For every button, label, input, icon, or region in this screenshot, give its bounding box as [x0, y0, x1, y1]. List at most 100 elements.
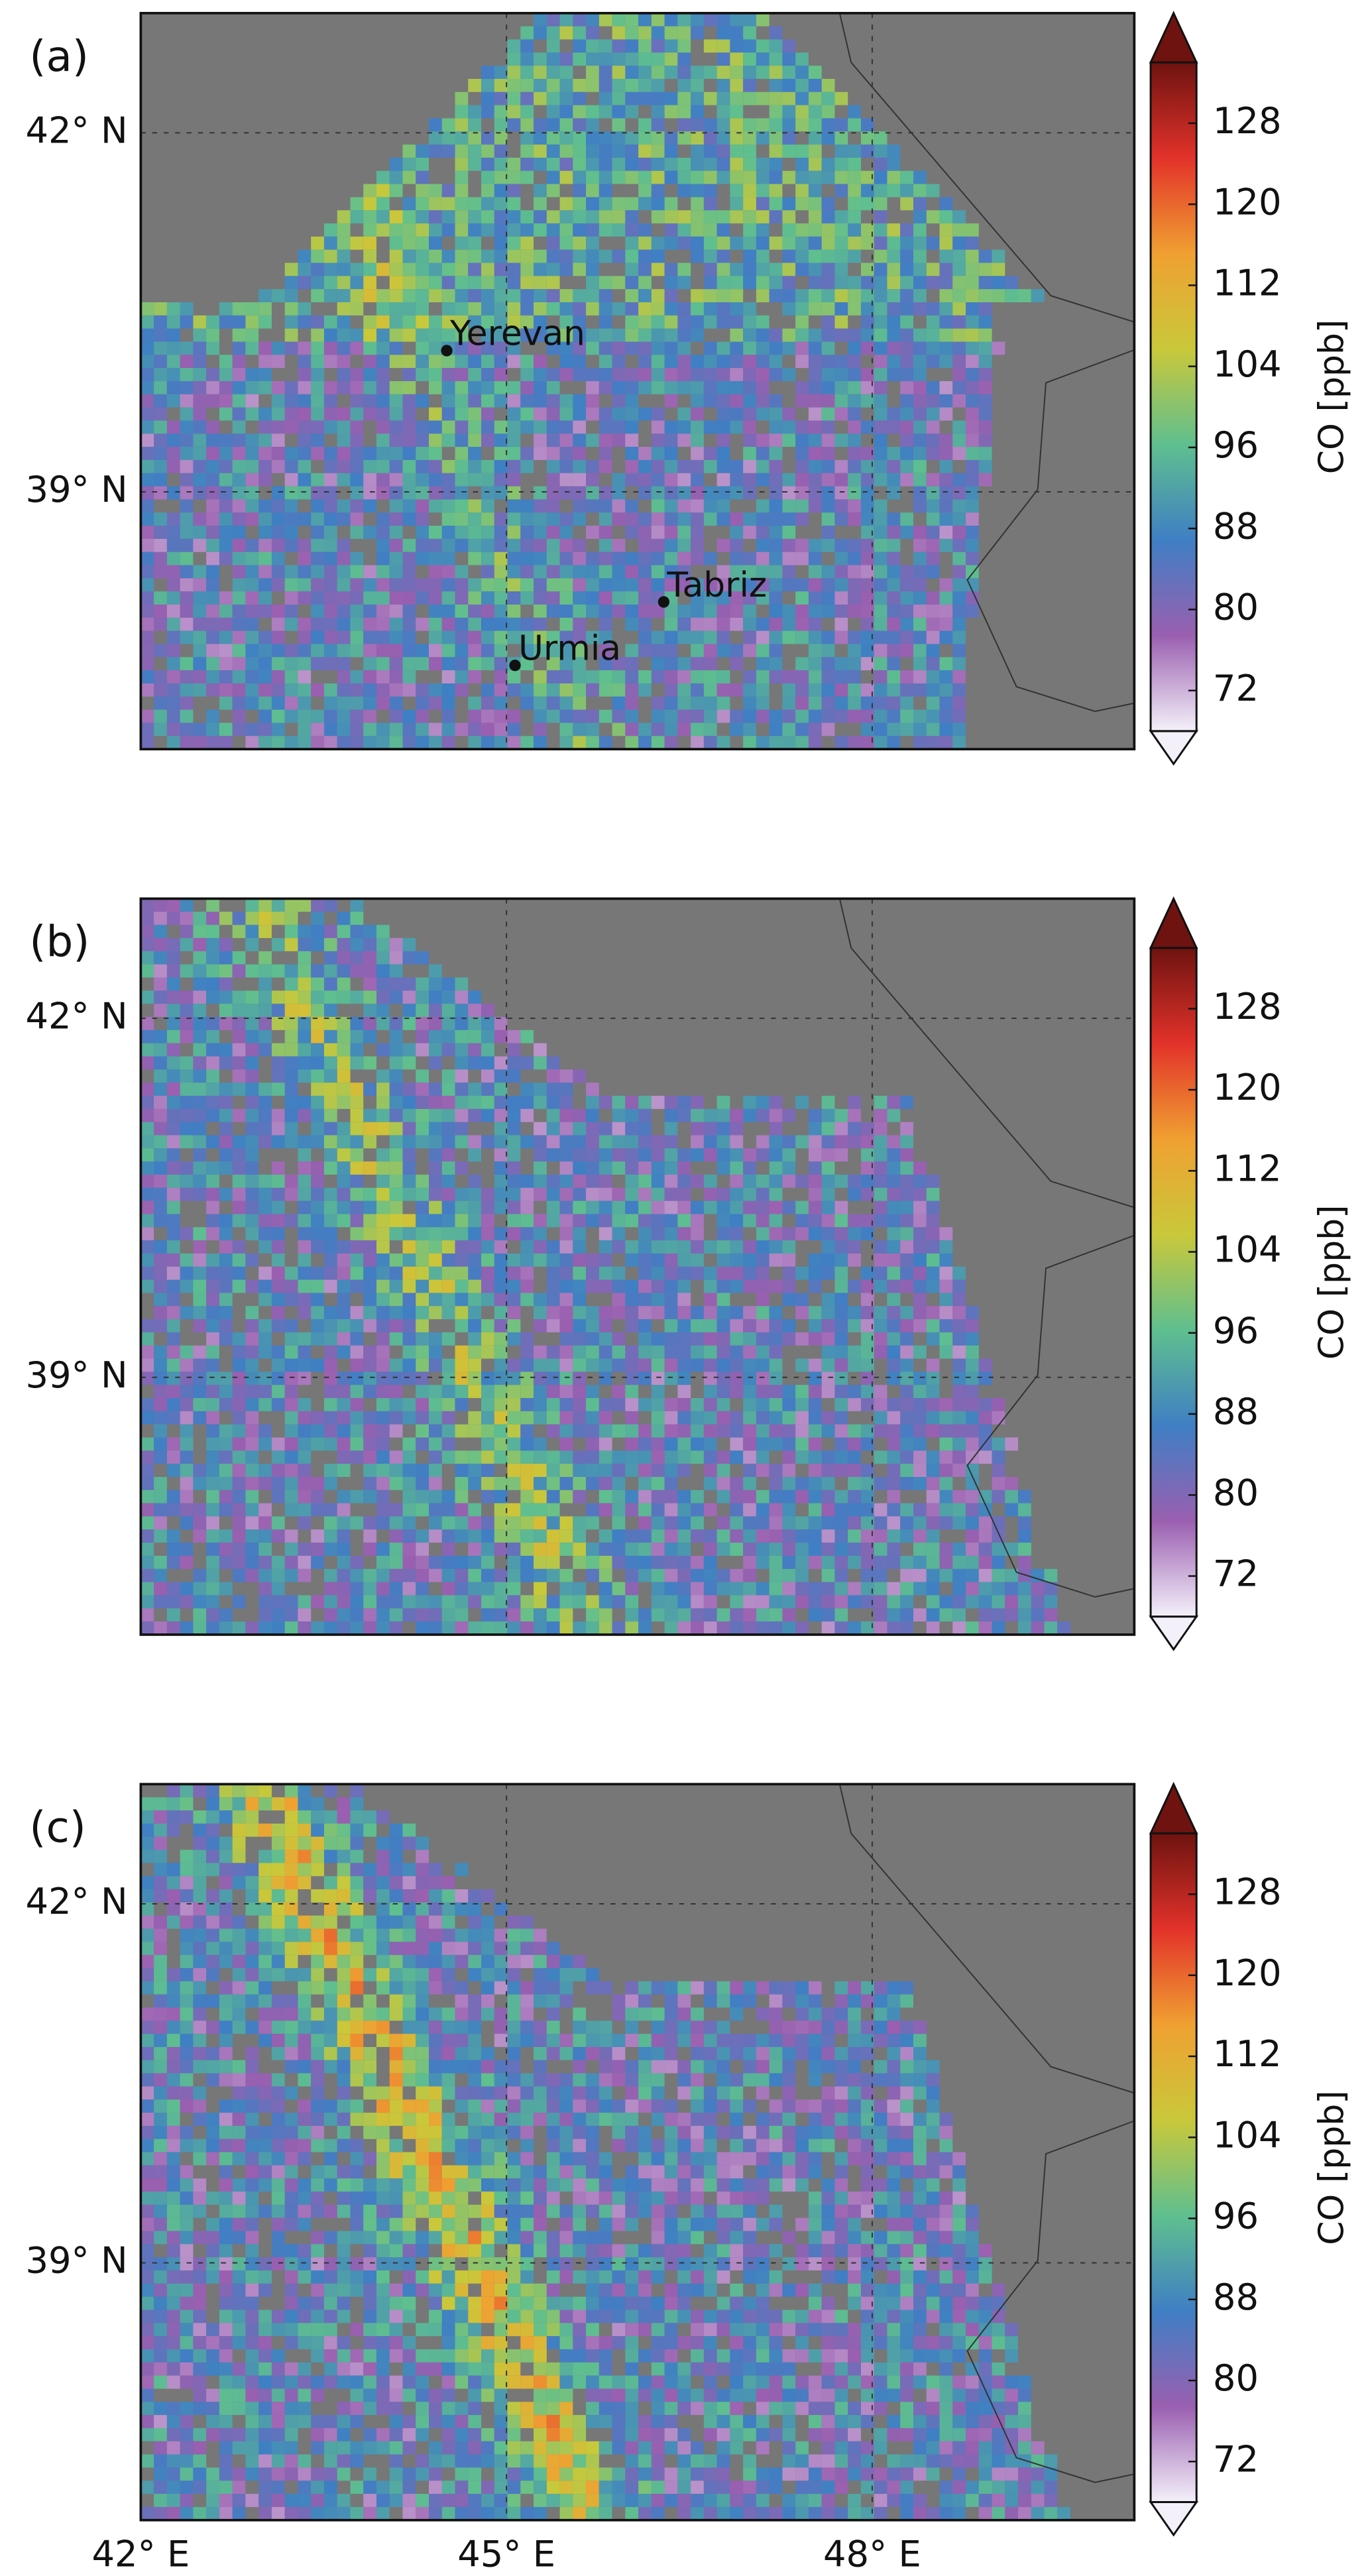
pixel-cell [651, 420, 665, 434]
pixel-cell [481, 1385, 494, 1399]
pixel-cell [821, 328, 835, 342]
pixel-cell [599, 459, 612, 473]
pixel-cell [180, 394, 194, 408]
pixel-cell [166, 368, 180, 381]
pixel-cell [559, 630, 573, 644]
pixel-cell [245, 591, 259, 605]
pixel-cell [441, 1529, 455, 1543]
pixel-cell [887, 1227, 901, 1241]
pixel-cell [913, 1345, 927, 1359]
pixel-cell [546, 670, 560, 683]
pixel-cell [455, 526, 469, 539]
pixel-cell [795, 1516, 809, 1530]
pixel-cell [769, 1319, 783, 1332]
pixel-cell [730, 617, 744, 631]
pixel-cell [913, 1161, 927, 1175]
pixel-cell [599, 617, 612, 631]
pixel-cell [180, 1437, 194, 1451]
pixel-cell [638, 1266, 652, 1280]
pixel-cell [756, 131, 770, 145]
pixel-cell [363, 407, 376, 421]
pixel-cell [180, 605, 194, 618]
pixel-cell [586, 1543, 599, 1556]
pixel-cell [494, 157, 508, 171]
pixel-cell [389, 276, 403, 290]
pixel-cell [376, 1385, 390, 1399]
pixel-cell [808, 552, 822, 565]
pixel-cell [468, 1319, 482, 1332]
pixel-cell [481, 66, 494, 79]
pixel-cell [534, 1306, 547, 1320]
pixel-cell [874, 1214, 887, 1228]
pixel-cell [141, 1372, 154, 1385]
pixel-cell [180, 630, 194, 644]
pixel-cell [782, 1529, 796, 1543]
pixel-cell [193, 683, 207, 697]
pixel-cell [298, 341, 312, 355]
pixel-cell [258, 964, 272, 978]
pixel-cell [703, 1477, 717, 1490]
pixel-cell [887, 538, 901, 552]
pixel-cell [376, 223, 390, 237]
pixel-cell [376, 170, 390, 184]
pixel-cell [808, 1319, 822, 1332]
pixel-cell [834, 1240, 848, 1254]
pixel-cell [481, 157, 494, 171]
pixel-cell [900, 696, 913, 710]
pixel-cell [716, 512, 730, 526]
pixel-cell [952, 499, 966, 513]
pixel-cell [323, 381, 337, 394]
pixel-cell [730, 210, 744, 224]
pixel-cell [284, 1490, 298, 1503]
pixel-cell [271, 1529, 285, 1543]
pixel-cell [284, 565, 298, 579]
pixel-cell [402, 328, 416, 342]
pixel-cell [612, 302, 626, 316]
pixel-cell [258, 1174, 272, 1188]
pixel-cell [455, 328, 469, 342]
pixel-cell [245, 1227, 259, 1241]
pixel-cell [586, 434, 599, 447]
pixel-cell [625, 1464, 639, 1478]
pixel-cell [520, 1464, 534, 1478]
pixel-cell [691, 66, 704, 79]
pixel-cell [455, 1385, 469, 1399]
pixel-cell [966, 1477, 979, 1490]
pixel-cell [468, 499, 482, 513]
pixel-cell [154, 696, 167, 710]
pixel-cell [599, 1358, 612, 1372]
pixel-cell [520, 1240, 534, 1254]
pixel-cell [559, 1108, 573, 1122]
pixel-cell [232, 1543, 246, 1556]
pixel-cell [599, 565, 612, 579]
pixel-cell [664, 617, 678, 631]
pixel-cell [416, 184, 429, 198]
pixel-cell [507, 341, 521, 355]
pixel-cell [166, 1503, 180, 1517]
pixel-cell [520, 170, 534, 184]
pixel-cell [323, 1398, 337, 1411]
pixel-cell [586, 341, 599, 355]
pixel-cell [180, 355, 194, 369]
pixel-cell [874, 355, 887, 369]
pixel-cell [481, 1345, 494, 1359]
pixel-cell [429, 473, 442, 487]
pixel-cell [402, 605, 416, 618]
pixel-cell [599, 1174, 612, 1188]
pixel-cell [455, 1227, 469, 1241]
pixel-cell [599, 552, 612, 565]
pixel-cell [559, 512, 573, 526]
pixel-cell [232, 1372, 246, 1385]
pixel-cell [926, 210, 940, 224]
pixel-cell [677, 1385, 691, 1399]
pixel-cell [154, 1437, 167, 1451]
pixel-cell [429, 1490, 442, 1503]
pixel-cell [651, 1096, 665, 1109]
pixel-cell [782, 486, 796, 500]
pixel-cell [599, 1424, 612, 1438]
pixel-cell [677, 617, 691, 631]
pixel-cell [743, 1319, 756, 1332]
pixel-cell [992, 289, 1005, 303]
pixel-cell [455, 1253, 469, 1267]
pixel-cell [887, 236, 901, 250]
